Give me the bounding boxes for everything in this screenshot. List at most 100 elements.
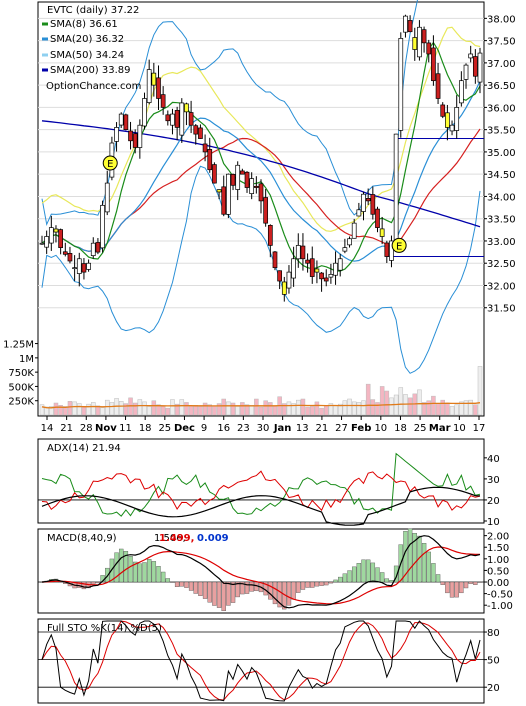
candle-body [179,102,185,136]
macd-histogram-bar [342,573,348,583]
macd-histogram-bar [291,581,296,600]
candle-body [463,64,469,80]
bollinger-lower-line [41,165,481,374]
candle-body [445,112,450,128]
candle-body [62,251,68,255]
candle-body [230,174,236,186]
volume-bar [398,387,404,416]
candle-body [454,107,460,131]
volume-bar [72,401,77,416]
macd-value-2: 1.499, [159,533,194,544]
volume-bar [282,403,287,416]
candle-body [472,56,478,77]
macd-value-3: 0.009 [197,533,229,544]
macd-histogram-bar [277,581,282,608]
candle-body [407,20,413,33]
volume-tick-label: 250K [8,397,34,408]
macd-histogram-bar [426,551,431,583]
price-tick-label: 32.00 [487,281,516,292]
x-tick-label: 10 [453,423,466,434]
price-tick-label: 34.50 [487,170,516,181]
macd-label: MACD(8,40,9) [47,533,117,544]
macd-histogram-bar [370,562,376,583]
candle-body [137,124,143,148]
candle-body [300,245,306,260]
volume-bar [151,400,157,416]
indicator-tick-label: 0.50 [487,566,509,577]
volume-bar [188,405,194,416]
stoch-label: Full STO %K(14) %D(5) [47,623,162,634]
volume-bar [468,399,473,416]
candle-body [295,245,301,260]
volume-bar [454,404,459,416]
macd-line [41,535,481,609]
stoch-d-line [41,620,481,701]
volume-bar [254,398,259,416]
candle-body [81,263,87,273]
volume-bar [39,404,45,416]
candle-body [202,143,208,153]
macd-histogram-bar [216,581,222,608]
volume-bar [310,406,315,416]
volume-bar [323,405,329,416]
volume-bar [198,406,203,416]
candle-body [114,127,119,142]
earnings-marker: E [391,237,407,253]
candle-body [188,112,194,126]
volume-bar [235,406,240,416]
macd-histogram-bar [128,556,133,583]
x-tick-label: 25 [158,423,171,434]
volume-bar [244,404,250,416]
x-tick-label: 10 [374,423,387,434]
volume-bar [77,403,82,416]
price-tick-label: 38.00 [487,14,516,25]
candle-body [263,197,269,224]
volume-bar [459,401,464,416]
candle-body [44,236,50,248]
candle-body [90,242,96,257]
volume-bar [221,398,226,416]
volume-bar [426,400,431,416]
macd-histogram-bar [440,581,445,585]
candle-body [337,258,343,271]
x-tick-label: 27 [335,423,348,434]
volume-bar [137,399,143,416]
macd-histogram-bar [379,572,385,583]
volume-bar [291,403,296,416]
candle-body [39,242,45,245]
volume-bar [95,405,101,416]
macd-histogram-bar [389,580,394,583]
macd-histogram-bar [305,581,310,588]
x-tick-label: 25 [414,423,427,434]
x-tick-label: 17 [473,423,486,434]
volume-bar [417,389,422,416]
macd-histogram-bar [77,581,82,588]
price-tick-label: 34.00 [487,192,516,203]
candle-body [459,80,464,104]
legend-sma50: SMA(50) 34.24 [50,50,124,61]
indicator-tick-label: 20 [487,683,500,694]
volume-bar [174,403,180,416]
volume-bar [351,401,357,416]
candle-body [123,114,129,131]
indicator-tick-label: 1.00 [487,555,509,566]
volume-bar [100,407,105,416]
candle-body [333,262,338,276]
volume-bar [58,405,63,416]
volume-bar [91,402,96,416]
macd-histogram-bar [207,581,212,603]
volume-bar [63,406,68,416]
candle-body [104,182,110,213]
candle-body [48,227,54,244]
volume-bar [249,405,254,416]
volume-bar [328,403,334,416]
macd-histogram-bar [221,581,226,612]
candle-body [160,94,166,108]
volume-bar [333,405,338,416]
candle-body [132,133,138,148]
candle-body [226,173,231,215]
adx-label: ADX(14) 21.94 [47,443,121,454]
candle-body [384,242,390,257]
macd-histogram-bar [165,578,171,583]
volume-bar [146,406,152,416]
